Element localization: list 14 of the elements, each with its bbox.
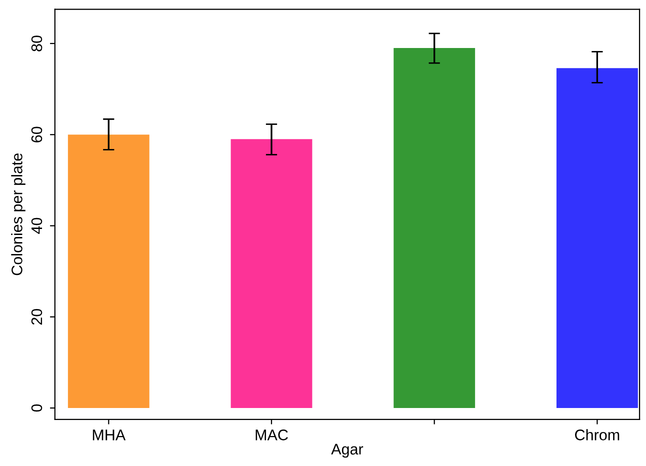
x-axis-title: Agar [331, 444, 364, 458]
x-tick-label: MHA [92, 430, 126, 440]
y-tick-label: 60 [31, 126, 42, 142]
bar [394, 48, 476, 408]
y-tick-label: 20 [31, 308, 42, 325]
y-axis-title: Colonies per plate [11, 153, 26, 276]
bar [68, 134, 150, 408]
bar [556, 68, 638, 408]
y-tick-label: 40 [31, 218, 42, 234]
y-tick-label: 80 [31, 36, 42, 52]
y-tick-label: 0 [31, 404, 42, 412]
x-tick-label: Chrom [575, 429, 620, 440]
bar [230, 139, 312, 408]
x-tick-label: MAC [256, 430, 288, 440]
